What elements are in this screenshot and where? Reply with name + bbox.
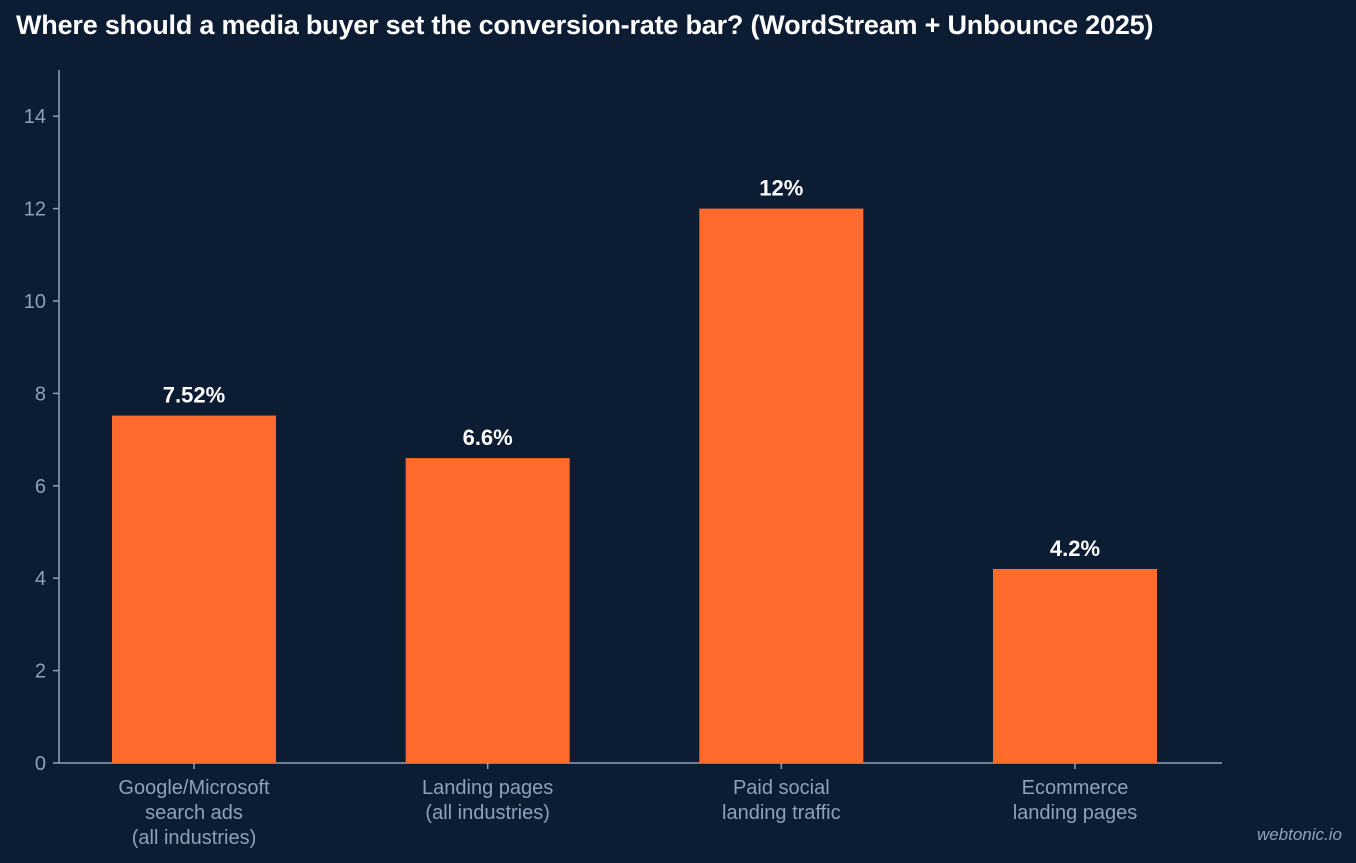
watermark: webtonic.io: [1256, 825, 1342, 844]
x-tick-label-line: Ecommerce: [1022, 777, 1129, 799]
y-tick-label: 8: [35, 383, 46, 405]
x-tick-label-line: search ads: [145, 802, 243, 824]
bar: [993, 568, 1157, 763]
y-tick-label: 4: [35, 568, 46, 590]
x-tick-label-line: Google/Microsoft: [118, 777, 270, 799]
x-tick-label: Paid social landing traffic: [722, 777, 841, 824]
bar-value-label: 12%: [759, 176, 803, 201]
x-tick-label-line: Landing pages: [422, 777, 553, 799]
y-tick-label: 14: [24, 106, 46, 128]
x-tick-label-line: (all industries): [132, 827, 256, 849]
bar-value-label: 4.2%: [1050, 536, 1100, 561]
x-tick-label-line: (all industries): [425, 802, 549, 824]
x-tick-label: Landing pages (all industries): [422, 777, 553, 824]
bar: [112, 415, 276, 763]
y-tick-label: 6: [35, 476, 46, 498]
x-tick-label-line: landing pages: [1013, 802, 1138, 824]
x-tick-label: Google/Microsoft search ads (all industrie…: [118, 777, 270, 849]
chart-title: Where should a media buyer set the conve…: [16, 10, 1154, 40]
x-tick-label: Ecommerce landing pages: [1013, 777, 1138, 824]
y-tick-label: 2: [35, 661, 46, 683]
y-tick-label: 0: [35, 753, 46, 775]
bar-value-label: 7.52%: [163, 383, 225, 408]
x-tick-label-line: landing traffic: [722, 802, 841, 824]
bar: [405, 458, 570, 763]
bar: [699, 208, 864, 764]
y-tick-label: 12: [24, 199, 46, 221]
bar-value-label: 6.6%: [463, 425, 513, 450]
y-tick-label: 10: [24, 291, 46, 313]
x-tick-label-line: Paid social: [733, 777, 830, 799]
